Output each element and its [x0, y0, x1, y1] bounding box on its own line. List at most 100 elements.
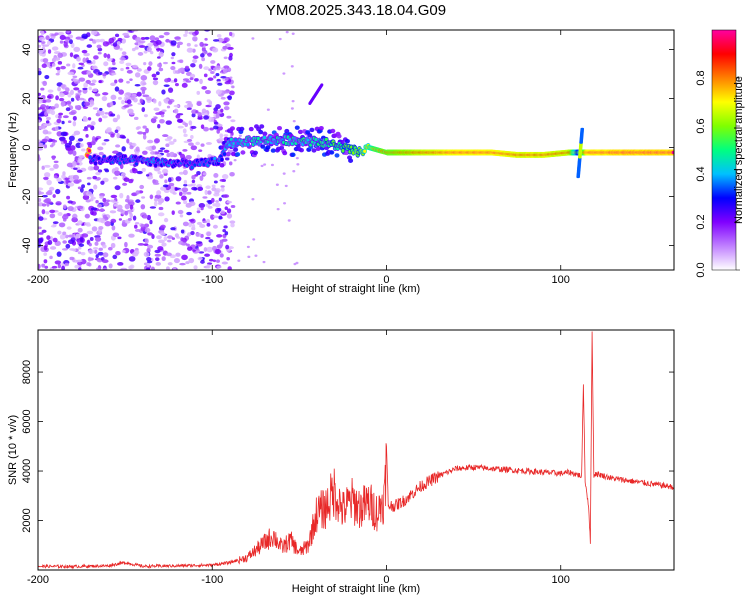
- noise-speck: [82, 194, 90, 201]
- noise-speck: [224, 206, 229, 211]
- noise-speck: [157, 153, 162, 158]
- noise-speck: [126, 99, 132, 105]
- noise-speck: [121, 249, 126, 253]
- y-tick-label: -20: [21, 189, 33, 205]
- noise-speck: [270, 163, 274, 167]
- noise-speck: [107, 246, 113, 251]
- noise-speck: [77, 186, 82, 190]
- noise-speck: [106, 199, 110, 203]
- noise-speck: [171, 210, 175, 215]
- noise-speck: [77, 251, 82, 255]
- noise-speck: [44, 198, 51, 203]
- noise-speck: [216, 259, 220, 263]
- noise-speck: [46, 116, 52, 121]
- noise-speck: [153, 200, 158, 207]
- noise-speck: [215, 104, 221, 110]
- noise-speck: [174, 36, 181, 40]
- noise-speck: [170, 66, 176, 71]
- ridge-core: [324, 137, 328, 142]
- noise-speck: [220, 75, 227, 79]
- noise-speck: [155, 262, 161, 266]
- noise-speck: [38, 147, 43, 151]
- noise-speck: [227, 95, 232, 101]
- noise-speck: [49, 144, 54, 148]
- noise-speck: [220, 108, 224, 113]
- noise-speck: [140, 75, 148, 81]
- noise-speck: [62, 214, 69, 220]
- noise-speck: [203, 66, 210, 71]
- noise-speck: [140, 37, 146, 41]
- noise-speck: [91, 65, 97, 70]
- spectrogram-x-ticks: -200 -100 0 100: [27, 30, 570, 286]
- noise-speck: [162, 134, 169, 138]
- noise-speck: [114, 33, 120, 38]
- noise-speck: [43, 164, 51, 168]
- noise-speck: [196, 207, 202, 211]
- noise-speck: [97, 146, 104, 151]
- noise-speck: [216, 129, 220, 134]
- noise-speck: [186, 138, 193, 142]
- x-tick-label: -200: [27, 574, 49, 586]
- noise-speck: [167, 239, 172, 243]
- noise-speck: [40, 87, 45, 91]
- noise-speck: [217, 123, 223, 127]
- noise-speck: [49, 213, 56, 219]
- y-tick-label: 4000: [21, 459, 33, 483]
- noise-speck: [68, 135, 75, 141]
- noise-speck: [159, 147, 166, 150]
- noise-speck: [152, 79, 159, 86]
- noise-speck: [276, 207, 280, 211]
- y-tick-label: 20: [21, 92, 33, 104]
- noise-speck: [56, 118, 62, 124]
- ridge-core: [156, 158, 160, 163]
- ridge-halo: [277, 125, 283, 131]
- noise-speck: [131, 95, 135, 101]
- noise-speck: [219, 133, 224, 138]
- figure-title: YM08.2025.343.18.04.G09: [266, 2, 446, 19]
- noise-speck: [62, 240, 68, 244]
- noise-speck: [210, 60, 216, 64]
- noise-speck: [99, 195, 104, 199]
- ridge-halo: [294, 125, 300, 130]
- ridge-core: [314, 137, 318, 142]
- noise-speck: [128, 256, 136, 262]
- noise-speck: [146, 260, 153, 264]
- noise-speck: [204, 89, 211, 95]
- noise-speck: [189, 73, 196, 79]
- noise-speck: [85, 199, 91, 203]
- noise-speck: [226, 213, 233, 219]
- noise-speck: [38, 190, 42, 196]
- ridge-halo: [229, 126, 235, 131]
- noise-speck: [228, 161, 233, 166]
- branch-trace: [320, 83, 324, 87]
- noise-speck: [42, 129, 49, 135]
- noise-speck: [149, 206, 157, 209]
- noise-speck: [217, 207, 222, 212]
- noise-speck: [165, 38, 170, 43]
- noise-speck: [100, 180, 105, 185]
- noise-speck: [226, 67, 232, 73]
- noise-speck: [38, 155, 41, 161]
- noise-speck: [73, 179, 80, 184]
- noise-speck: [38, 216, 44, 221]
- noise-speck: [77, 246, 82, 250]
- noise-speck: [86, 124, 92, 128]
- noise-speck: [283, 202, 287, 205]
- noise-speck: [129, 204, 134, 210]
- noise-speck: [77, 227, 83, 233]
- noise-speck: [167, 87, 174, 93]
- noise-speck: [183, 183, 188, 187]
- noise-speck: [157, 170, 162, 175]
- noise-speck: [222, 229, 227, 233]
- noise-speck: [183, 133, 188, 137]
- noise-speck: [112, 42, 118, 47]
- noise-speck: [161, 168, 169, 174]
- noise-speck: [49, 246, 57, 250]
- noise-speck: [118, 218, 123, 221]
- ridge-halo: [262, 131, 268, 136]
- noise-speck: [135, 199, 141, 203]
- noise-speck: [66, 162, 74, 168]
- noise-speck: [112, 176, 118, 180]
- noise-speck: [132, 64, 138, 69]
- noise-speck: [118, 78, 124, 83]
